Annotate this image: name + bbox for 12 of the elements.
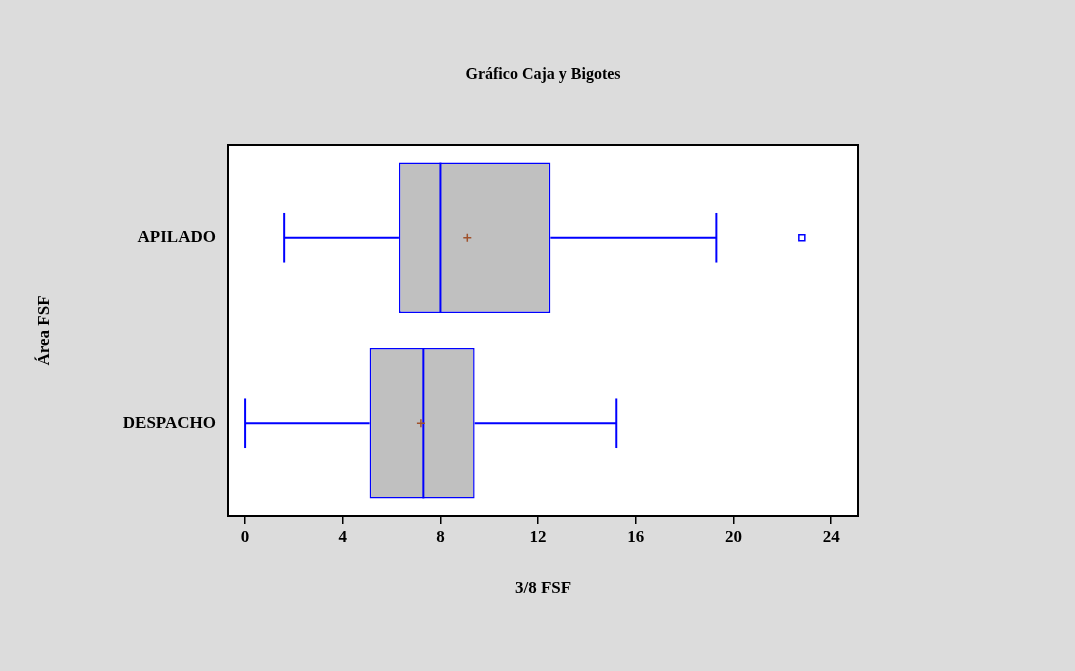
x-tick-label: 16 — [627, 526, 645, 546]
x-tick-label: 8 — [436, 526, 445, 546]
chart-title: Gráfico Caja y Bigotes — [465, 65, 621, 84]
x-tick-label: 12 — [529, 526, 547, 546]
x-tick-label: 24 — [822, 526, 841, 546]
x-tick-label: 0 — [240, 526, 250, 546]
x-tick-label: 20 — [724, 526, 742, 546]
x-tick-label: 4 — [338, 526, 348, 546]
x-axis-title: 3/8 FSF — [514, 578, 572, 598]
y-tick-label: DESPACHO — [122, 412, 216, 432]
y-tick-label: APILADO — [137, 227, 216, 247]
y-axis-title: Área FSF — [33, 295, 53, 366]
